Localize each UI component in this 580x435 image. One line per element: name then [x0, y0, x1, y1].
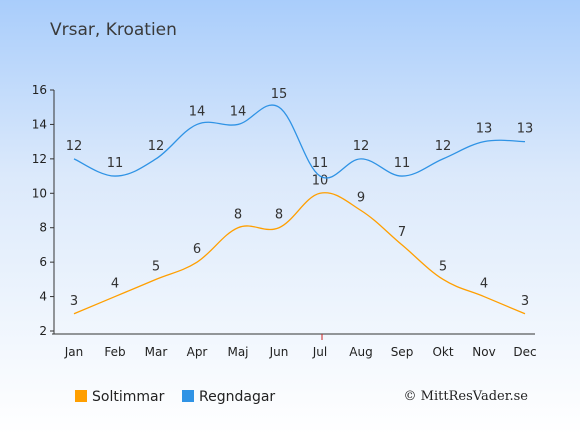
- legend-label-sun: Soltimmar: [92, 389, 165, 405]
- series-line-rain: [73, 104, 526, 179]
- data-label-rain: 14: [230, 104, 247, 119]
- legend-swatch-rain: [182, 390, 194, 402]
- legend-label-rain: Regndagar: [199, 389, 276, 405]
- x-tick-label: Jun: [269, 345, 289, 359]
- data-label-sun: 3: [70, 294, 78, 309]
- x-tick-label: Jul: [312, 345, 327, 359]
- data-label-sun: 7: [398, 225, 406, 240]
- data-label-sun: 4: [111, 277, 119, 292]
- data-label-sun: 4: [480, 277, 488, 292]
- data-label-sun: 5: [439, 259, 447, 274]
- x-tick-label: Sep: [391, 345, 414, 359]
- data-label-rain: 12: [66, 139, 83, 154]
- data-label-sun: 3: [521, 294, 529, 309]
- data-label-rain: 12: [148, 139, 165, 154]
- data-label-rain: 13: [476, 122, 493, 137]
- data-label-rain: 13: [517, 122, 534, 137]
- y-tick-label: 14: [32, 117, 47, 131]
- data-label-sun: 8: [234, 208, 242, 223]
- y-tick-label: 16: [32, 83, 47, 97]
- legend-swatch-sun: [75, 390, 87, 402]
- x-tick-label: Feb: [104, 345, 125, 359]
- data-label-sun: 6: [193, 242, 201, 257]
- y-tick-label: 10: [32, 186, 47, 200]
- x-tick-label: Maj: [227, 345, 248, 359]
- data-label-rain: 11: [312, 156, 329, 171]
- x-tick-label: Apr: [187, 345, 208, 359]
- legend-item-sun: Soltimmar: [75, 389, 164, 405]
- x-tick-label: Mar: [145, 345, 168, 359]
- x-tick-label: Dec: [513, 345, 536, 359]
- series-line-sun: [73, 192, 526, 315]
- data-label-rain: 12: [353, 139, 370, 154]
- credit-text: © MittResVader.se: [403, 389, 528, 404]
- data-label-rain: 15: [271, 87, 288, 102]
- y-tick-label: 4: [39, 290, 47, 304]
- y-tick-label: 12: [32, 152, 47, 166]
- data-label-rain: 14: [189, 104, 206, 119]
- x-tick-label: Nov: [472, 345, 495, 359]
- y-tick-label: 2: [39, 324, 47, 338]
- legend-item-rain: Regndagar: [182, 389, 275, 405]
- data-label-sun: 10: [312, 173, 329, 188]
- x-tick-label: Aug: [349, 345, 372, 359]
- data-label-rain: 11: [107, 156, 124, 171]
- data-label-sun: 9: [357, 191, 365, 206]
- data-label-sun: 5: [152, 259, 160, 274]
- x-tick-label: Jan: [64, 345, 84, 359]
- data-label-rain: 12: [435, 139, 452, 154]
- x-tick-label: Okt: [432, 345, 453, 359]
- y-tick-label: 6: [39, 255, 47, 269]
- chart-title: Vrsar, Kroatien: [50, 20, 177, 40]
- y-tick-label: 8: [39, 221, 47, 235]
- data-label-rain: 11: [394, 156, 411, 171]
- data-label-sun: 8: [275, 208, 283, 223]
